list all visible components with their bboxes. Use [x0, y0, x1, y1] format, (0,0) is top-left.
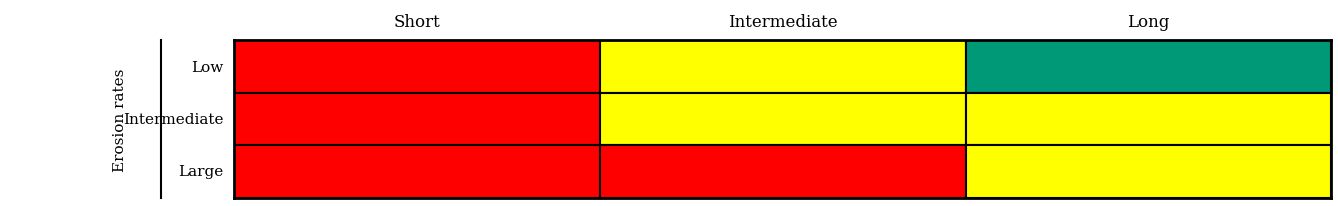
Bar: [599, 93, 966, 146]
Text: Erosion rates: Erosion rates: [114, 68, 127, 171]
Bar: [599, 146, 966, 198]
Text: Low: Low: [191, 60, 223, 74]
Text: Short: Short: [393, 14, 440, 31]
Text: Large: Large: [178, 165, 223, 179]
Bar: [599, 41, 966, 93]
Bar: [234, 41, 599, 93]
Text: Long: Long: [1127, 14, 1169, 31]
Bar: [234, 93, 599, 146]
Bar: [966, 41, 1331, 93]
Bar: [966, 146, 1331, 198]
Bar: [234, 146, 599, 198]
Text: Intermediate: Intermediate: [123, 112, 223, 126]
Bar: [966, 93, 1331, 146]
Text: Intermediate: Intermediate: [728, 14, 838, 31]
